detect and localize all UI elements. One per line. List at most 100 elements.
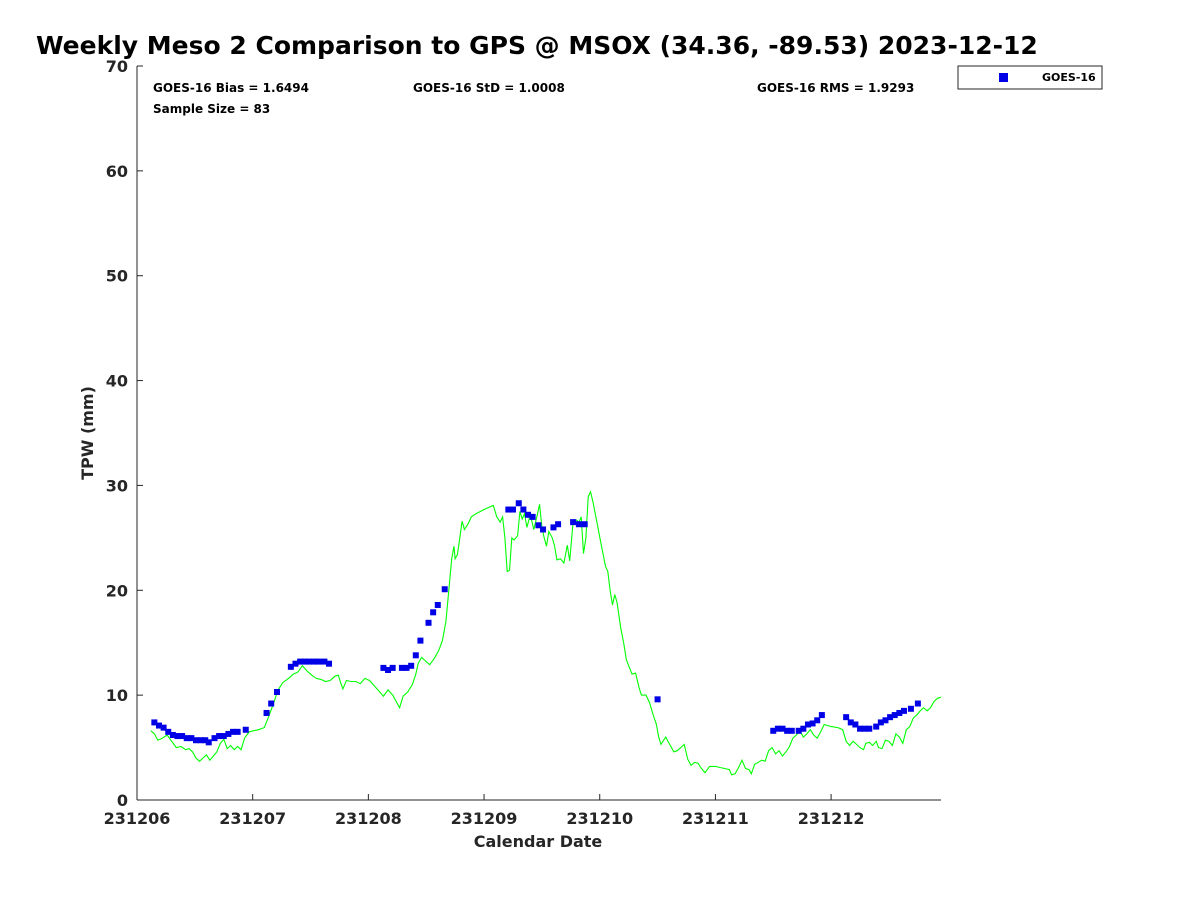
- goes-point: [205, 739, 212, 746]
- legend: GOES-16: [957, 65, 1103, 90]
- goes-point: [529, 513, 536, 520]
- bias-stat: GOES-16 Bias = 1.6494: [153, 81, 309, 95]
- goes-point: [216, 733, 223, 740]
- plot-area: 0 10 20 30 40 50 60 70 231206 231207 231208 231209…: [104, 57, 942, 828]
- goes-point: [321, 658, 328, 665]
- goes-point: [535, 522, 542, 529]
- y-axis-ticks: 0 10 20 30 40 50 60 70: [106, 57, 143, 810]
- goes-point: [211, 735, 218, 742]
- goes-point: [155, 722, 162, 729]
- goes-point: [581, 521, 588, 528]
- std-stat: GOES-16 StD = 1.0008: [413, 81, 565, 95]
- goes-point: [809, 720, 816, 727]
- goes-point: [197, 737, 204, 744]
- goes-point: [297, 658, 304, 665]
- goes-point: [779, 725, 786, 732]
- goes-point: [268, 700, 275, 707]
- goes-point: [389, 664, 396, 671]
- rms-stat: GOES-16 RMS = 1.9293: [757, 81, 914, 95]
- goes-point: [788, 727, 795, 734]
- goes-point: [417, 637, 424, 644]
- goes-point: [654, 696, 661, 703]
- goes-point: [877, 719, 884, 726]
- gps-series: [150, 489, 942, 776]
- goes-point: [412, 652, 419, 659]
- goes-point: [896, 709, 903, 716]
- goes-point: [315, 658, 322, 665]
- goes-point: [234, 728, 241, 735]
- goes-point: [770, 727, 777, 734]
- y-tick-label: 50: [106, 267, 128, 286]
- goes-point: [242, 726, 249, 733]
- goes-point: [220, 733, 227, 740]
- goes-point: [515, 500, 522, 507]
- goes-point: [160, 724, 167, 731]
- goes-point: [306, 658, 313, 665]
- goes-point: [555, 521, 562, 528]
- goes-point: [380, 664, 387, 671]
- goes-point: [292, 660, 299, 667]
- y-tick-label: 30: [106, 476, 128, 495]
- goes-point: [804, 721, 811, 728]
- x-tick-label: 231206: [104, 809, 171, 828]
- goes-point: [900, 707, 907, 714]
- x-axis-ticks: 231206 231207 231208 231209 231210 231211 2312…: [104, 794, 865, 828]
- goes-point: [800, 725, 807, 732]
- goes-point: [301, 658, 308, 665]
- goes-point: [866, 725, 873, 732]
- goes-point: [441, 586, 448, 593]
- goes-point: [509, 506, 516, 513]
- goes-point: [570, 519, 577, 526]
- y-tick-label: 70: [106, 57, 128, 76]
- goes-point: [202, 737, 209, 744]
- goes-point: [434, 601, 441, 608]
- goes-point: [784, 727, 791, 734]
- legend-box: [957, 65, 1103, 90]
- goes-point: [843, 714, 850, 721]
- y-tick-label: 60: [106, 162, 128, 181]
- x-tick-label: 231211: [682, 809, 749, 828]
- y-axis-label: TPW (mm): [78, 386, 97, 480]
- goes-point: [814, 717, 821, 724]
- goes-point: [520, 506, 527, 513]
- goes-point: [169, 731, 176, 738]
- goes-point: [882, 717, 889, 724]
- goes-point: [403, 664, 410, 671]
- x-tick-label: 231208: [335, 809, 402, 828]
- y-tick-label: 10: [106, 686, 128, 705]
- goes-point: [179, 733, 186, 740]
- goes-point: [857, 725, 864, 732]
- goes-point: [550, 524, 557, 531]
- x-tick-label: 231207: [219, 809, 286, 828]
- chart-title: Weekly Meso 2 Comparison to GPS @ MSOX (…: [36, 31, 1038, 60]
- axes-frame: [137, 66, 941, 800]
- goes-point: [183, 735, 190, 742]
- legend-goes-label: GOES-16: [1042, 71, 1096, 84]
- goes-point: [326, 660, 333, 667]
- x-tick-label: 231210: [566, 809, 633, 828]
- goes-point: [505, 506, 512, 513]
- legend-goes-marker: [999, 73, 1008, 82]
- goes-point: [873, 723, 880, 730]
- sample-size-stat: Sample Size = 83: [153, 102, 270, 116]
- goes-point: [188, 735, 195, 742]
- goes-point: [425, 619, 432, 626]
- x-tick-label: 231212: [798, 809, 865, 828]
- goes-point: [385, 666, 392, 673]
- goes-point: [174, 733, 181, 740]
- goes-point: [310, 658, 317, 665]
- goes-point: [891, 712, 898, 719]
- goes-point: [540, 526, 547, 533]
- goes-point: [398, 664, 405, 671]
- goes-point: [165, 728, 172, 735]
- y-tick-label: 40: [106, 372, 128, 391]
- x-tick-label: 231209: [451, 809, 518, 828]
- goes-point: [225, 730, 232, 737]
- y-tick-label: 0: [117, 791, 128, 810]
- goes-point: [230, 728, 237, 735]
- goes-point: [408, 662, 415, 669]
- goes-point: [287, 663, 294, 670]
- goes-point: [774, 725, 781, 732]
- goes-point: [151, 719, 158, 726]
